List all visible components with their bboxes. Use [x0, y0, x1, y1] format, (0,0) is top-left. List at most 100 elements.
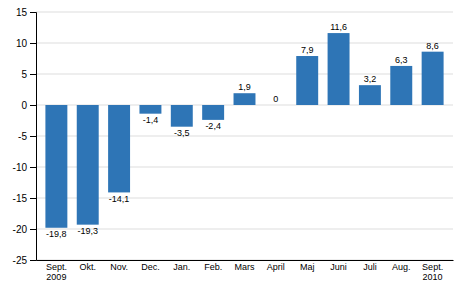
data-label: 1,9	[238, 82, 251, 92]
y-tick-label: 5	[21, 69, 27, 80]
data-label: 0	[273, 94, 278, 104]
x-tick-label-line: Maj	[300, 262, 315, 272]
data-label: -3,5	[174, 128, 190, 138]
x-tick-label: Sept.2010	[422, 262, 443, 282]
y-tick-mark	[30, 167, 36, 168]
x-tick-label: Aug.	[392, 262, 411, 272]
x-tick-label-line: Nov.	[110, 262, 128, 272]
bar	[422, 52, 444, 105]
x-tick: April	[267, 262, 285, 272]
bar	[139, 105, 161, 114]
x-tick-label: Juli	[363, 262, 377, 272]
data-label: 7,9	[301, 45, 314, 55]
x-tick: Dec.	[141, 262, 160, 272]
bar	[202, 105, 224, 120]
bar	[296, 56, 318, 105]
x-tick: Sept.2010	[422, 262, 443, 282]
x-tick-label-line: 2009	[46, 272, 66, 282]
x-tick-label-line: Okt.	[79, 262, 96, 272]
y-tick: 10	[16, 38, 36, 49]
grid-line	[36, 43, 453, 44]
y-tick-label: -5	[18, 131, 27, 142]
x-tick: Sept.2009	[46, 262, 67, 282]
y-tick: -10	[13, 162, 36, 173]
x-tick-label-line: Feb.	[204, 262, 222, 272]
y-tick-label: -25	[13, 255, 28, 266]
y-tick-mark	[30, 136, 36, 137]
bar	[390, 66, 412, 105]
y-tick-mark	[30, 105, 36, 106]
bar	[171, 105, 193, 127]
x-tick-label: Maj	[300, 262, 315, 272]
x-tick: Juni	[330, 262, 347, 272]
bars	[45, 33, 443, 228]
bar	[77, 105, 99, 225]
x-tick-label: Mars	[235, 262, 255, 272]
data-label: -2,4	[205, 121, 221, 131]
y-axis: -25 -20 -15 -10 -5 0 5 10 15	[13, 7, 37, 266]
x-tick-label: Dec.	[141, 262, 160, 272]
bar	[359, 85, 381, 105]
x-tick-label-line: Sept.	[46, 262, 67, 272]
y-tick: 5	[21, 69, 36, 80]
data-label: -19,3	[77, 226, 98, 236]
x-tick-label-line: Aug.	[392, 262, 411, 272]
bar	[108, 105, 130, 192]
x-tick-label-line: Juli	[363, 262, 377, 272]
y-tick-label: 15	[16, 7, 28, 18]
data-label: 6,3	[395, 55, 408, 65]
y-tick-mark	[30, 229, 36, 230]
y-tick-mark	[30, 74, 36, 75]
y-tick-mark	[30, 12, 36, 13]
x-tick-label-line: Dec.	[141, 262, 160, 272]
y-tick-mark	[30, 260, 36, 261]
chart: -19,8 -19,3 -14,1 -1,4 -3,5 -2,4 1,9 0 7,9 11,6 3,…	[0, 0, 463, 294]
data-label: 3,2	[364, 74, 377, 84]
data-label: -19,8	[46, 229, 67, 239]
y-tick-label: -10	[13, 162, 28, 173]
grid	[36, 12, 453, 260]
x-axis: Sept.2009Okt.Nov.Dec.Jan.Feb.MarsAprilMa…	[37, 261, 454, 283]
x-tick-label: Nov.	[110, 262, 128, 272]
x-tick-label-line: Jan.	[173, 262, 190, 272]
y-tick: 0	[21, 100, 36, 111]
x-tick-label-line: Mars	[235, 262, 255, 272]
x-tick: Mars	[235, 262, 255, 272]
x-tick: Maj	[300, 262, 315, 272]
grid-line	[36, 12, 453, 13]
x-tick: Feb.	[204, 262, 222, 272]
y-tick-label: -15	[13, 193, 28, 204]
x-tick-label-line: Sept.	[422, 262, 443, 272]
y-tick: -5	[18, 131, 36, 142]
x-tick-label-line: April	[267, 262, 285, 272]
x-tick-label-line: Juni	[330, 262, 347, 272]
bar	[45, 105, 67, 228]
y-axis-line	[30, 13, 37, 261]
x-tick: Jan.	[173, 262, 190, 272]
x-tick: Juli	[363, 262, 377, 272]
x-tick-label: Feb.	[204, 262, 222, 272]
x-tick: Okt.	[79, 262, 96, 272]
y-tick: 15	[16, 7, 36, 18]
x-tick-label: Jan.	[173, 262, 190, 272]
x-tick-label: Okt.	[79, 262, 96, 272]
data-label: 8,6	[426, 41, 439, 51]
data-label: 11,6	[330, 22, 347, 32]
x-tick-label: Sept.2009	[46, 262, 67, 282]
y-tick: -25	[13, 255, 36, 266]
y-tick-mark	[30, 43, 36, 44]
y-tick-label: 10	[16, 38, 28, 49]
x-tick-label: April	[267, 262, 285, 272]
data-labels: -19,8 -19,3 -14,1 -1,4 -3,5 -2,4 1,9 0 7,9 11,6 3,…	[46, 22, 439, 239]
data-label: -1,4	[143, 115, 159, 125]
y-tick-label: -20	[13, 224, 28, 235]
y-tick: -20	[13, 224, 36, 235]
data-label: -14,1	[109, 194, 130, 204]
x-axis-line	[37, 260, 454, 261]
x-tick-label-line: 2010	[423, 272, 443, 282]
grid-line	[36, 260, 453, 261]
bar	[234, 93, 256, 105]
x-tick: Aug.	[392, 262, 411, 272]
bar	[265, 105, 287, 106]
y-tick-label: 0	[21, 100, 27, 111]
